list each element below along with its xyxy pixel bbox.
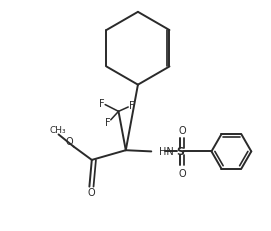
Text: O: O — [65, 137, 73, 147]
Text: F: F — [129, 101, 135, 111]
Text: O: O — [178, 168, 186, 178]
Text: CH₃: CH₃ — [50, 125, 66, 134]
Text: F: F — [105, 118, 110, 128]
Text: HN: HN — [159, 147, 174, 157]
Text: F: F — [99, 98, 104, 108]
Text: O: O — [178, 125, 186, 135]
Text: S: S — [176, 147, 184, 157]
Text: O: O — [88, 187, 95, 197]
